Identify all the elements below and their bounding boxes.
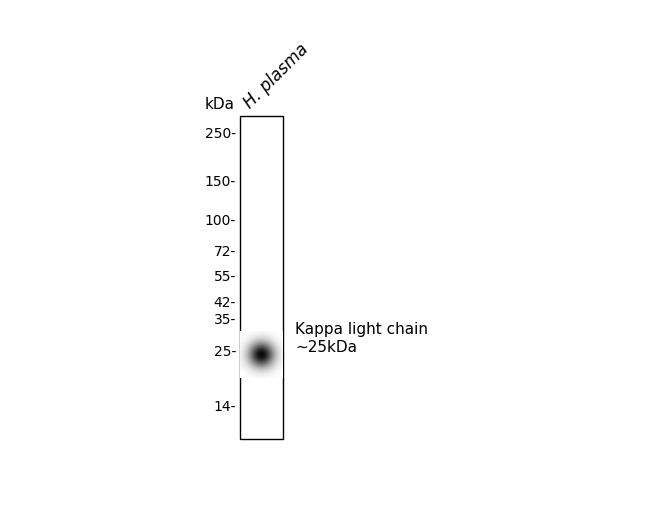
Text: 250-: 250- xyxy=(205,127,236,141)
Text: kDa: kDa xyxy=(205,97,235,112)
Text: H. plasma: H. plasma xyxy=(240,41,311,112)
Bar xyxy=(240,116,283,439)
Text: 35-: 35- xyxy=(214,313,236,327)
Text: 72-: 72- xyxy=(214,245,236,258)
Text: 100-: 100- xyxy=(205,214,236,228)
Text: Kappa light chain: Kappa light chain xyxy=(295,322,428,337)
Text: 42-: 42- xyxy=(214,296,236,310)
Text: 55-: 55- xyxy=(214,270,236,284)
Text: 25-: 25- xyxy=(214,345,236,359)
Text: 150-: 150- xyxy=(205,175,236,189)
Text: ~25kDa: ~25kDa xyxy=(295,341,358,356)
Text: 14-: 14- xyxy=(213,400,236,414)
